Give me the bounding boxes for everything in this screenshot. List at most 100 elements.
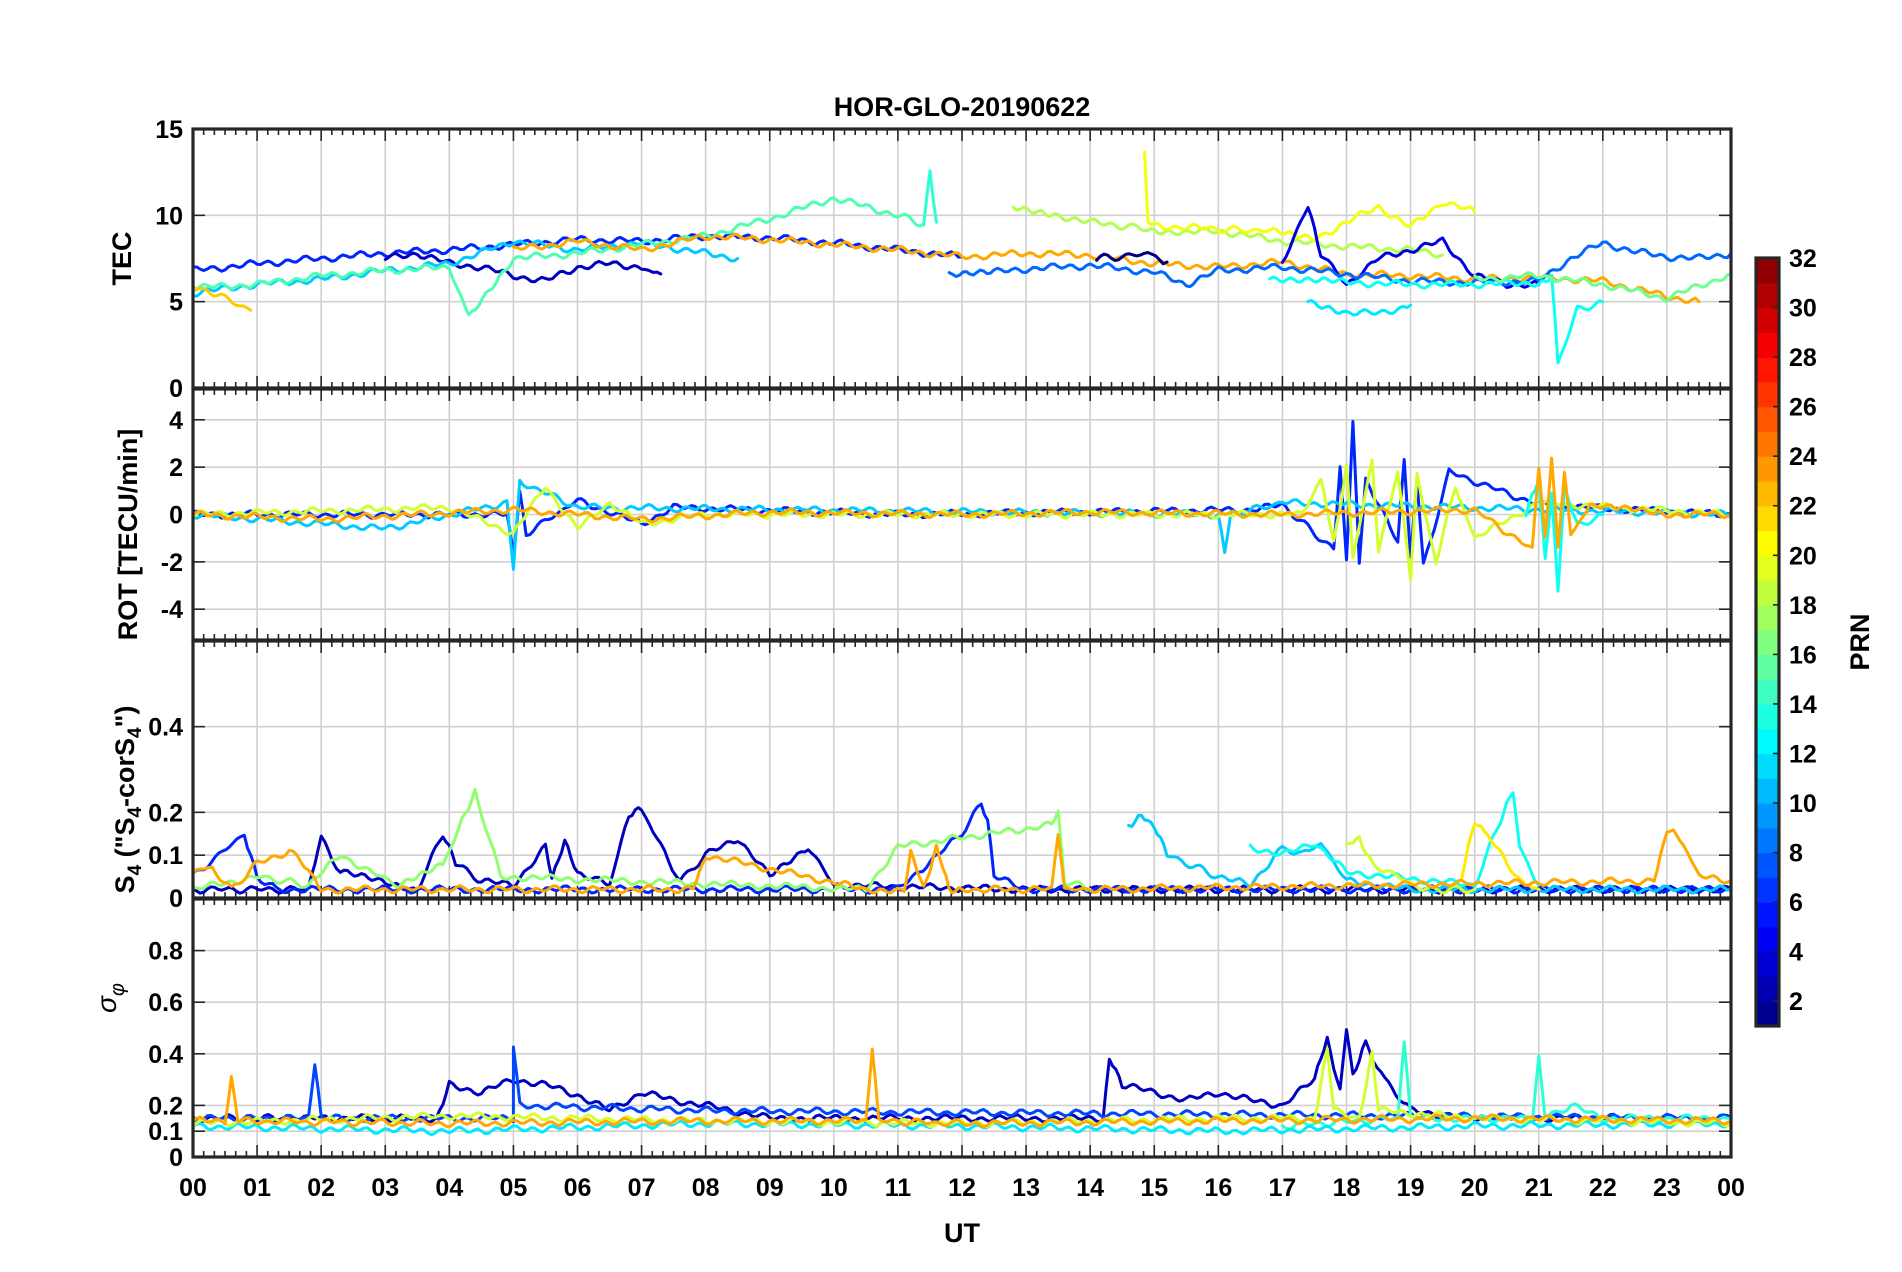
colorbar-segment <box>1756 357 1779 383</box>
colorbar-segment <box>1756 728 1779 755</box>
colorbar-tick-label: 8 <box>1789 840 1803 868</box>
series-prn-3 <box>383 251 663 284</box>
x-axis-label: UT <box>944 1218 980 1248</box>
series-prn-17 <box>193 788 1092 893</box>
colorbar-segment <box>1756 456 1779 482</box>
y-tick-label: 2 <box>169 454 183 482</box>
x-tick-label: 10 <box>820 1174 848 1202</box>
colorbar-segment <box>1756 703 1779 730</box>
colorbar-tick-label: 6 <box>1789 889 1803 917</box>
colorbar-segment <box>1756 803 1779 829</box>
colorbar-label: PRN <box>1845 613 1875 670</box>
colorbar-segment <box>1756 505 1779 532</box>
colorbar-tick-label: 18 <box>1789 592 1817 620</box>
colorbar-tick-label: 10 <box>1789 790 1817 818</box>
colorbar-segment <box>1756 555 1779 581</box>
y-tick-label: 5 <box>169 289 183 317</box>
colorbar-tick-label: 14 <box>1789 691 1817 719</box>
series-prn-23 <box>511 232 1701 304</box>
y-tick-label: 0.1 <box>148 842 183 870</box>
y-tick-label: 0 <box>169 375 183 403</box>
x-tick-label: 06 <box>564 1174 592 1202</box>
colorbar-segment <box>1756 530 1779 556</box>
traces-s4 <box>193 788 1731 895</box>
colorbar-segment <box>1756 332 1779 358</box>
colorbar-segment <box>1756 629 1779 655</box>
colorbar-segment <box>1756 926 1779 953</box>
x-tick-labels: 00 01 02 03 04 05 06 07 08 09 10 11 12 13 14 15 16 17 18 19… <box>179 1174 1745 1202</box>
y-tick-label: -2 <box>161 549 183 577</box>
x-tick-label: 16 <box>1204 1174 1232 1202</box>
colorbar-tick-label: 2 <box>1789 988 1803 1016</box>
colorbar-segment <box>1756 976 1779 1002</box>
series-prn-12 <box>193 1118 1731 1137</box>
x-tick-label: 22 <box>1589 1174 1617 1202</box>
colorbar-tick-label: 24 <box>1789 443 1817 471</box>
series-prn-15 <box>193 196 926 317</box>
x-tick-label: 04 <box>435 1174 463 1202</box>
traces-rot <box>193 420 1731 593</box>
x-tick-label: 23 <box>1653 1174 1681 1202</box>
x-tick-label: 21 <box>1525 1174 1553 1202</box>
colorbar-segment <box>1756 778 1779 804</box>
x-tick-label: 00 <box>179 1174 207 1202</box>
y-tick-label: 0.8 <box>148 938 183 966</box>
traces-sigma_phi <box>193 1028 1731 1137</box>
x-tick-label: 03 <box>371 1174 399 1202</box>
y-axis-label: ROT [TECU/min] <box>113 429 143 640</box>
panel-tec: 0 5 10 15 TEC <box>107 116 1733 403</box>
series-prn-14 <box>922 169 938 227</box>
panel-sigma_phi: 00.10.2 0.4 0.6 0.8 σφ <box>91 897 1733 1172</box>
colorbar-tick-label: 16 <box>1789 641 1817 669</box>
series-prn-8 <box>947 240 1731 289</box>
colorbar-segment <box>1756 307 1779 333</box>
colorbar-segment <box>1756 852 1779 878</box>
y-tick-label: 0 <box>169 502 183 530</box>
x-tick-label: 09 <box>756 1174 784 1202</box>
colorbar-tick-label: 12 <box>1789 740 1817 768</box>
colorbar-segment <box>1756 902 1779 928</box>
series-prn-12 <box>1306 299 1413 317</box>
y-tick-label: 0.4 <box>148 714 183 742</box>
colorbar-segment <box>1756 381 1779 408</box>
colorbar-segment <box>1756 406 1779 433</box>
colorbar-tick-label: 30 <box>1789 295 1817 323</box>
y-tick-label: 15 <box>155 116 183 144</box>
colorbar-segment <box>1756 480 1779 507</box>
series-prn-23 <box>193 828 1731 895</box>
y-tick-label: -4 <box>161 596 183 624</box>
x-tick-label: 05 <box>500 1174 528 1202</box>
x-tick-label: 02 <box>307 1174 335 1202</box>
x-tick-label: 00 <box>1717 1174 1745 1202</box>
x-tick-label: 13 <box>1012 1174 1040 1202</box>
x-tick-label: 18 <box>1333 1174 1361 1202</box>
x-tick-label: 15 <box>1140 1174 1168 1202</box>
x-tick-label: 07 <box>628 1174 656 1202</box>
y-tick-label: 0.2 <box>148 799 183 827</box>
series-prn-21 <box>1460 822 1541 891</box>
traces-tec <box>193 150 1731 365</box>
colorbar-segment <box>1756 258 1779 284</box>
chart-title: HOR-GLO-20190622 <box>834 92 1091 122</box>
colorbar-tick-label: 26 <box>1789 394 1817 422</box>
y-axis-label: σφ <box>91 983 129 1013</box>
x-tick-label: 01 <box>243 1174 271 1202</box>
colorbar-tick-label: 4 <box>1789 939 1803 967</box>
colorbar-segment <box>1756 431 1779 457</box>
colorbar-segment <box>1756 282 1779 309</box>
colorbar-segment <box>1756 1001 1779 1027</box>
x-tick-label: 14 <box>1076 1174 1104 1202</box>
y-tick-label: 0 <box>169 885 183 913</box>
colorbar-frame <box>1754 256 1781 1028</box>
colorbar-segment <box>1756 679 1779 705</box>
series-prn-16 <box>1473 271 1731 304</box>
colorbar-tick-label: 28 <box>1789 344 1817 372</box>
x-tick-label: 12 <box>948 1174 976 1202</box>
x-tick-label: 20 <box>1461 1174 1489 1202</box>
colorbar-segment <box>1756 951 1779 978</box>
colorbar-tick-label: 32 <box>1789 245 1817 273</box>
series-prn-20 <box>1143 150 1477 243</box>
colorbar-segment <box>1756 753 1779 779</box>
colorbar-segment <box>1756 827 1779 854</box>
